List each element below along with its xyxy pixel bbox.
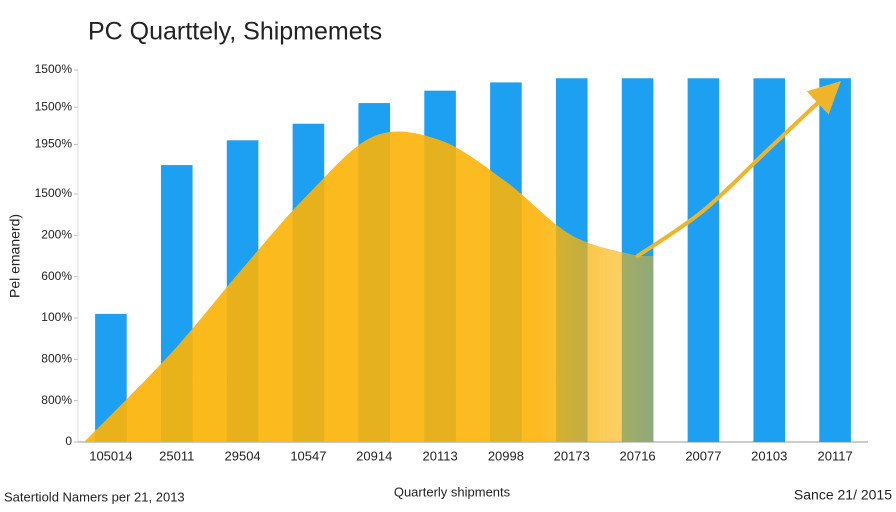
- x-tick-label: 20173: [554, 448, 590, 463]
- y-tick-label: 0: [65, 434, 72, 448]
- y-tick-label: 800%: [41, 393, 72, 407]
- x-tick-label: 20077: [685, 448, 721, 463]
- x-axis-label: Quarterly shipments: [394, 484, 511, 499]
- trend-line: [635, 81, 841, 258]
- area: [84, 131, 654, 442]
- footnote: Sance 21/ 2015: [794, 487, 892, 503]
- bar: [753, 78, 786, 443]
- bar: [819, 78, 851, 443]
- y-tick-label: 1500%: [35, 62, 73, 76]
- x-tick-label: 20103: [751, 448, 787, 463]
- x-tick-label: 20914: [356, 448, 392, 463]
- footnote: Satertiold Namers per 21, 2013: [4, 489, 185, 504]
- x-tick-label: 105014: [89, 448, 132, 463]
- y-tick-label: 1500%: [35, 186, 73, 200]
- x-tick-label: 25011: [159, 448, 194, 463]
- x-tick-label: 20716: [620, 448, 656, 463]
- bar: [687, 78, 720, 443]
- y-tick-label: 1500%: [35, 99, 73, 113]
- x-tick-label: 20998: [488, 448, 524, 463]
- x-tick-label: 20113: [422, 448, 457, 463]
- y-tick-label: 200%: [41, 228, 72, 242]
- y-tick-label: 100%: [41, 310, 72, 324]
- y-tick-label: 800%: [41, 352, 72, 366]
- x-tick-label: 10547: [290, 448, 326, 463]
- x-tick-label: 29504: [225, 448, 261, 463]
- chart-title: PC Quarttely, Shipmemets: [88, 18, 382, 46]
- x-tick-label: 20117: [817, 448, 852, 463]
- y-tick-label: 600%: [41, 269, 72, 283]
- y-axis-label: Pel emanerd): [7, 214, 23, 298]
- y-tick-label: 1950%: [35, 137, 73, 151]
